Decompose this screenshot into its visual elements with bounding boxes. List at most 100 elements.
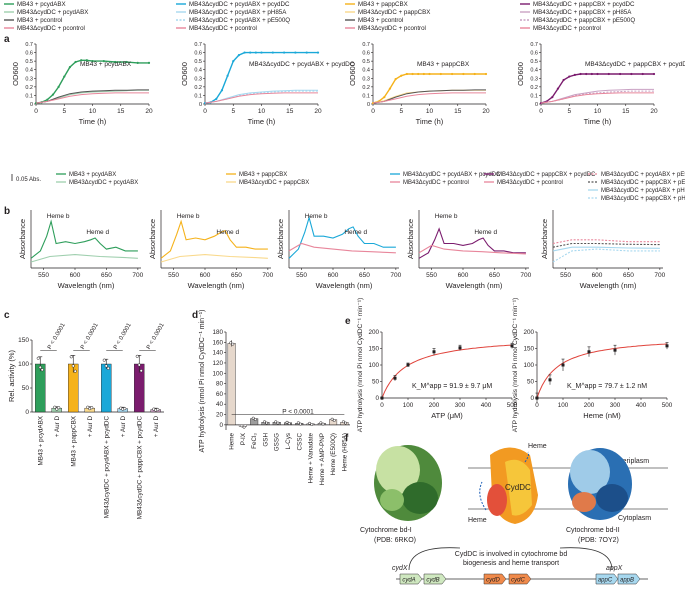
data-point — [400, 74, 403, 77]
heme-b-label: Heme b — [177, 213, 200, 220]
tick-y-label: 0.6 — [362, 51, 370, 57]
subplot-annotation: MB43ΔcydDC + pappCBX + pcydDC — [585, 61, 685, 68]
tick-y-label: 0.3 — [25, 76, 33, 82]
subplot-annotation: MB43 + pappCBX — [417, 61, 470, 68]
tick-y-label: 150 — [523, 346, 534, 353]
category-label: Heme — [229, 433, 236, 450]
axis-y-title: Absorbance — [540, 219, 549, 259]
category-label: Heme (H85A) — [341, 433, 348, 472]
panel-letter-e: e — [345, 316, 351, 327]
tick-x-label: 0 — [34, 108, 38, 115]
tick-x-label: 5 — [567, 108, 571, 115]
axis-y-title: OD600 — [516, 62, 525, 86]
tick-x-label: 650 — [489, 272, 500, 279]
data-point — [630, 72, 633, 76]
heme-b-label: Heme b — [47, 213, 70, 220]
legend-a-label: MB43ΔcydDC + pcydABX — [17, 9, 88, 16]
legend-a-label: MB43 + pcontrol — [17, 17, 62, 24]
axis-y-title: ATP hydrolysis (nmol Pi nmol CydDC⁻¹ min… — [357, 298, 364, 433]
category-label: MB43 + pappCBX — [70, 415, 77, 466]
caption-line-2: biogenesis and heme transport — [463, 560, 559, 567]
legend-a-label: MB43ΔcydDC + pcydABX + pE500Q — [189, 17, 290, 24]
panel-letter-c: c — [4, 310, 10, 321]
category-label: FeCl₃ — [251, 433, 258, 449]
data-point — [63, 75, 66, 78]
replicate-point — [73, 369, 77, 373]
data-point — [562, 78, 565, 82]
gene-arrow — [483, 573, 507, 585]
tick-y-label: 0.2 — [362, 85, 370, 91]
tick-y-label: 0.3 — [362, 76, 370, 82]
tick-x-label: 0 — [380, 402, 384, 409]
category-label: + Aur D — [120, 416, 127, 438]
panel-b-spectra: 550 600 650 700 Wavelength (nm) Absorbance Hem… — [18, 210, 666, 290]
category-label: GSSG — [274, 433, 281, 451]
category-label: MB43 + pcydABX — [37, 415, 44, 465]
tick-y-label: 50 — [22, 385, 30, 392]
category-label: Heme + AMP-PNP — [319, 433, 326, 485]
data-point — [147, 61, 151, 64]
tick-x-label: 650 — [231, 272, 242, 279]
replicate-point — [321, 422, 325, 426]
tick-x-label: 200 — [429, 402, 440, 409]
scale-bar-label: 0.05 Abs. — [16, 177, 41, 183]
heme-b-label: Heme b — [435, 213, 458, 220]
spectrum-line — [418, 244, 526, 255]
significance-label: P < 0.0001 — [282, 408, 314, 415]
tick-y-label: 0.5 — [530, 59, 538, 65]
data-point — [535, 396, 539, 400]
data-point — [393, 376, 397, 380]
tick-x-label: 100 — [558, 402, 569, 409]
replicate-point — [86, 405, 90, 409]
bd-ii-name: Cytochrome bd-II — [566, 527, 620, 534]
data-point — [237, 54, 240, 57]
axis-y-title: ATP hydrolysis (nmol Pi nmol CydDC⁻¹ min… — [199, 310, 206, 453]
replicate-point — [40, 368, 44, 372]
legend-b-label: MB43ΔcydDC + pcydABX — [69, 180, 138, 186]
spectrum-line — [552, 239, 660, 245]
replicate-point — [287, 422, 291, 426]
gene-arrow — [595, 573, 619, 585]
replicate-point — [156, 408, 160, 412]
series-line — [35, 89, 149, 104]
replicate-point — [242, 425, 246, 429]
legend-a-label: MB43ΔcydDC + pcontrol — [533, 25, 601, 32]
replicate-point — [330, 417, 334, 421]
replicate-point — [253, 417, 257, 421]
data-point — [613, 348, 617, 352]
tick-x-label: 500 — [662, 402, 673, 409]
axis-x-title: Wavelength (nm) — [580, 281, 637, 290]
series-line — [540, 88, 654, 104]
tick-y-label: 0 — [530, 395, 534, 402]
tick-x-label: 15 — [622, 108, 630, 115]
significance-label: P < 0.0001 — [47, 322, 67, 351]
category-label: L-Cys — [285, 433, 292, 449]
data-point — [484, 72, 488, 76]
tick-y-label: 180 — [212, 329, 223, 336]
series-line — [372, 92, 486, 104]
heme-d-label: Heme d — [86, 229, 109, 236]
tick-y-label: 0.5 — [194, 59, 202, 65]
tick-y-label: 0.4 — [362, 68, 370, 74]
tick-x-label: 0 — [535, 402, 539, 409]
tick-y-label: 0.4 — [530, 68, 538, 74]
subplot-annotation: MB43 + pcydABX — [80, 61, 132, 68]
gene-label: appB — [620, 578, 634, 584]
tick-x-label: 20 — [314, 108, 322, 115]
bar — [227, 343, 236, 426]
tick-x-label: 700 — [262, 272, 273, 279]
tick-x-label: 550 — [38, 272, 49, 279]
data-point — [587, 350, 591, 354]
tick-y-label: 0.6 — [25, 51, 33, 57]
legend-b-label: MB43ΔcydDC + pcydABX + pcydDC — [403, 172, 501, 178]
tick-x-label: 5 — [399, 108, 403, 115]
bd-i-pdb: (PDB: 6RKO) — [374, 537, 416, 544]
spectrum-line — [552, 242, 660, 248]
tick-x-label: 600 — [328, 272, 339, 279]
tick-x-label: 0 — [203, 108, 207, 115]
data-point — [220, 89, 224, 92]
tick-x-label: 10 — [258, 108, 266, 115]
axis-x-title: Time (h) — [416, 117, 444, 126]
panel-letter-f: f — [345, 433, 349, 444]
